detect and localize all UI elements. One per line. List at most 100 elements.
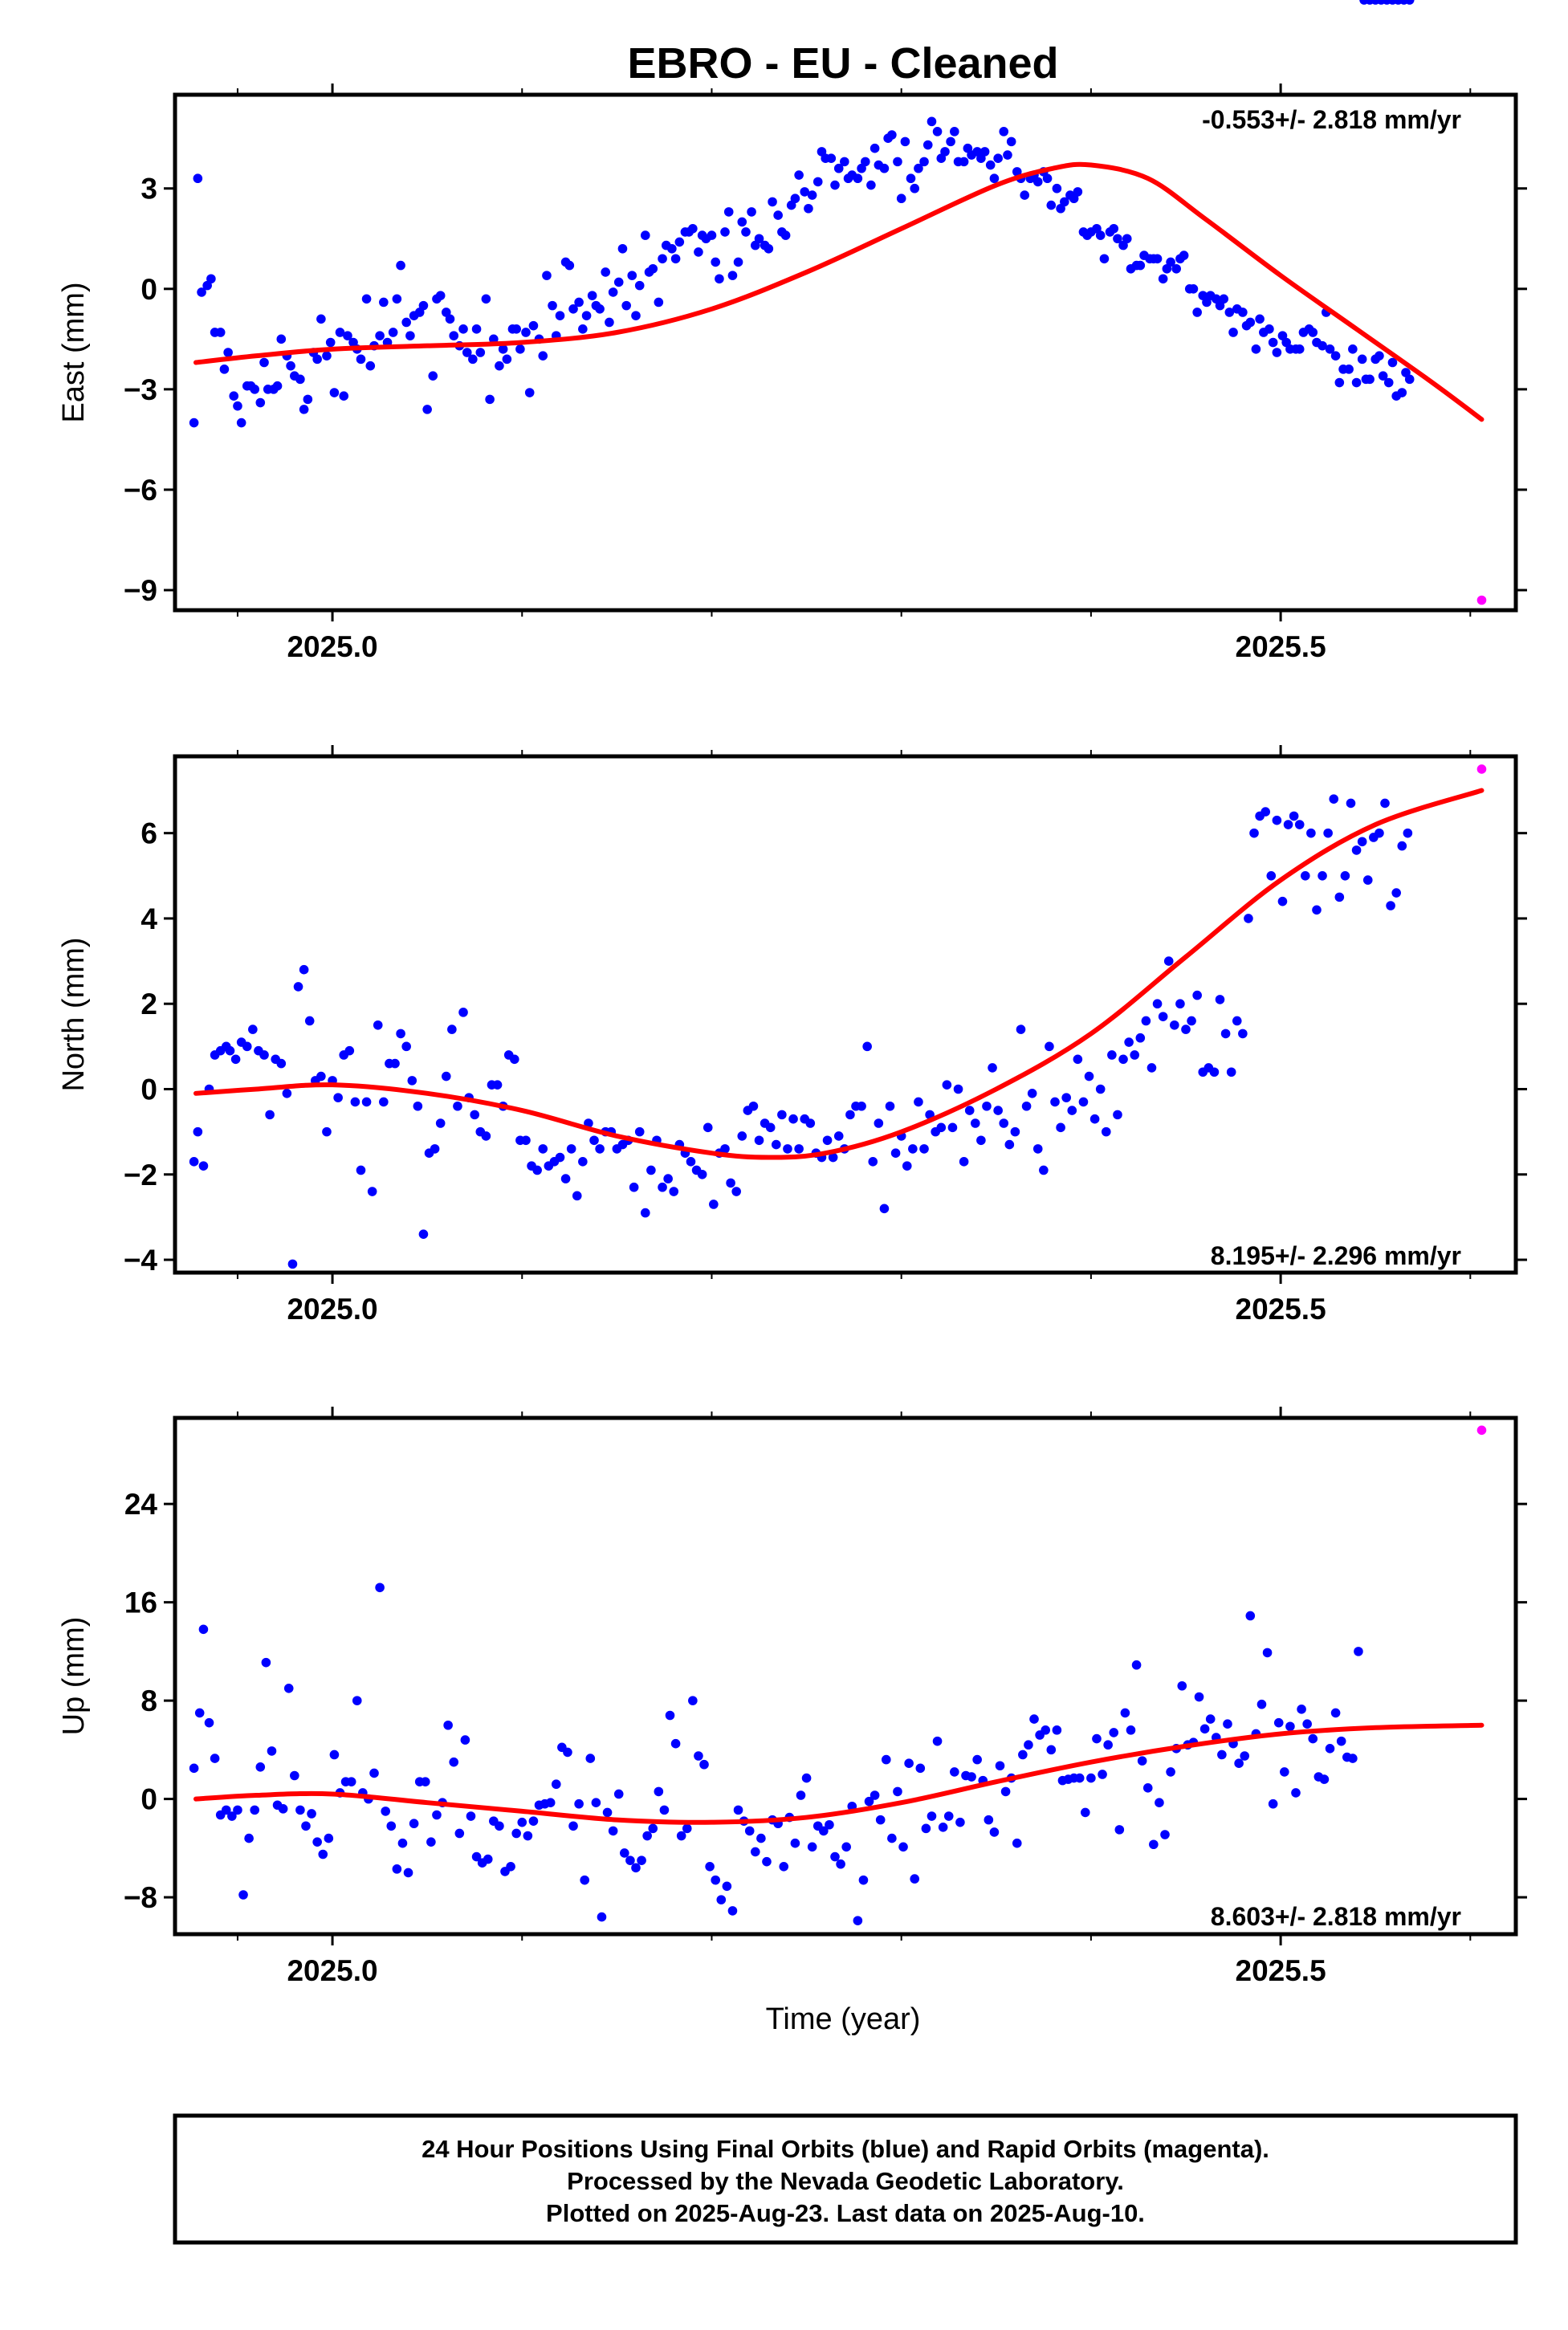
final-orbit-point — [1120, 1708, 1130, 1718]
final-orbit-point — [304, 1016, 315, 1026]
final-orbit-point — [346, 1777, 356, 1786]
final-orbit-point — [373, 1020, 383, 1030]
final-orbit-point — [413, 1101, 423, 1111]
final-orbit-point — [1386, 901, 1395, 910]
final-orbit-point — [688, 1696, 698, 1705]
final-orbit-point — [1302, 1719, 1312, 1729]
final-orbit-point — [670, 254, 681, 264]
final-orbit-point — [1099, 254, 1110, 264]
final-orbit-point — [312, 1837, 322, 1847]
final-orbit-point — [890, 1148, 901, 1159]
final-orbit-point — [919, 1144, 929, 1154]
final-orbit-point — [524, 388, 535, 397]
final-orbit-point — [1152, 254, 1163, 264]
final-orbit-point — [904, 1758, 914, 1768]
final-orbit-point — [1067, 1106, 1077, 1115]
final-orbit-point — [307, 1809, 316, 1819]
final-orbit-point — [335, 328, 345, 337]
y-tick-label: 16 — [124, 1587, 157, 1619]
final-orbit-point — [396, 260, 405, 271]
final-orbit-point — [1113, 234, 1122, 244]
final-orbit-point — [794, 170, 804, 180]
final-orbit-point — [397, 1838, 408, 1848]
final-orbit-point — [339, 391, 349, 401]
final-orbit-point — [780, 230, 791, 240]
final-orbit-point — [711, 257, 720, 267]
x-axis-title: Time (year) — [766, 2002, 921, 2036]
final-orbit-point — [430, 1144, 440, 1154]
final-orbit-point — [1334, 377, 1345, 388]
final-orbit-point — [1158, 274, 1168, 284]
final-orbit-point — [670, 1738, 681, 1749]
final-orbit-point — [495, 1821, 504, 1831]
final-orbit-point — [1285, 1721, 1295, 1732]
final-orbit-point — [900, 136, 910, 147]
final-orbit-point — [733, 1805, 743, 1815]
final-orbit-point — [943, 1811, 954, 1821]
final-orbit-point — [971, 1118, 980, 1128]
final-orbit-point — [737, 1131, 747, 1141]
final-orbit-point — [768, 197, 777, 207]
final-orbit-point — [1319, 1774, 1330, 1784]
final-orbit-point — [1325, 1744, 1335, 1754]
final-orbit-point — [801, 1773, 812, 1783]
x-tick-label: 2025.0 — [287, 1954, 377, 1987]
final-orbit-point — [686, 1157, 696, 1167]
final-orbit-point — [267, 1746, 277, 1756]
final-orbit-point — [460, 1735, 470, 1745]
final-orbit-point — [255, 397, 266, 408]
final-orbit-point — [517, 1817, 527, 1827]
final-orbit-point — [1240, 1751, 1250, 1761]
final-orbit-point — [751, 1847, 760, 1857]
final-orbit-point — [1330, 1708, 1341, 1718]
final-orbit-point — [826, 153, 837, 164]
final-orbit-point — [1192, 990, 1202, 1000]
final-orbit-point — [1027, 1089, 1037, 1098]
final-orbit-point — [193, 1126, 203, 1137]
final-orbit-point — [1074, 1773, 1085, 1783]
final-orbit-point — [495, 360, 504, 371]
final-orbit-point — [822, 1135, 833, 1146]
final-orbit-point — [861, 157, 870, 167]
final-orbit-point — [401, 317, 411, 328]
final-orbit-point — [458, 1008, 468, 1017]
final-orbit-point — [1340, 870, 1350, 881]
final-orbit-point — [445, 314, 455, 324]
final-orbit-point — [367, 1187, 377, 1196]
final-orbit-point — [601, 267, 610, 277]
final-orbit-point — [790, 193, 800, 204]
final-orbit-point — [631, 311, 641, 320]
final-orbit-point — [1118, 1054, 1128, 1065]
final-orbit-point — [922, 140, 933, 150]
final-orbit-point — [902, 1161, 912, 1171]
final-orbit-point — [193, 173, 203, 184]
final-orbit-point — [762, 1856, 772, 1867]
final-orbit-point — [589, 1135, 599, 1146]
final-orbit-point — [1012, 1838, 1022, 1848]
final-orbit-point — [720, 1144, 730, 1154]
final-orbit-point — [229, 391, 239, 401]
final-orbit-point — [1209, 1067, 1220, 1077]
final-orbit-point — [1060, 197, 1069, 207]
final-orbit-point — [840, 157, 849, 167]
y-tick-label: 8 — [141, 1684, 157, 1717]
final-orbit-point — [621, 300, 631, 311]
y-tick-label: −4 — [124, 1244, 158, 1277]
y-tick-label: 24 — [124, 1488, 158, 1521]
final-orbit-point — [999, 127, 1009, 136]
final-orbit-point — [386, 1821, 397, 1831]
final-orbit-point — [236, 418, 246, 428]
final-orbit-point — [805, 1118, 816, 1128]
final-orbit-point — [1251, 344, 1261, 354]
final-orbit-point — [910, 183, 920, 193]
final-orbit-point — [223, 348, 233, 357]
final-orbit-point — [1084, 1071, 1094, 1081]
final-orbit-point — [458, 324, 468, 334]
final-orbit-point — [1045, 1041, 1054, 1052]
final-orbit-point — [654, 1786, 664, 1797]
final-orbit-point — [1039, 1165, 1049, 1175]
final-orbit-point — [1348, 344, 1358, 354]
final-orbit-point — [1179, 251, 1189, 260]
